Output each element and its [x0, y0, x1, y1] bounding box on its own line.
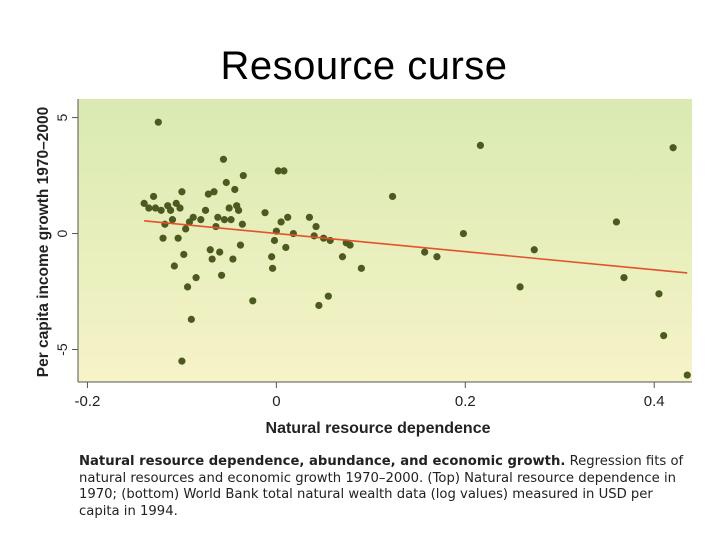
data-point	[192, 274, 200, 282]
data-point	[660, 332, 668, 340]
data-point	[346, 241, 354, 249]
data-point	[189, 213, 197, 221]
axes: -0.2 0 0.2 0.4 5 0 -5	[54, 99, 692, 410]
caption-bold: Natural resource dependence, abundance, …	[79, 454, 566, 469]
x-axis-label: Natural resource dependence	[266, 420, 491, 437]
data-point	[145, 204, 153, 212]
data-point	[238, 220, 246, 228]
y-axis-label: Per capita income growth 1970–2000	[35, 107, 52, 378]
data-point	[324, 292, 332, 300]
data-point	[338, 253, 347, 261]
data-point	[239, 171, 247, 180]
data-point	[180, 250, 188, 259]
y-tick-label: 0	[54, 229, 70, 237]
data-point	[530, 246, 538, 254]
data-point	[204, 190, 212, 198]
data-point	[310, 232, 318, 240]
data-point	[236, 241, 245, 249]
data-point	[620, 274, 628, 282]
x-tick-label: 0	[272, 393, 280, 410]
data-point	[212, 222, 220, 231]
data-point	[187, 315, 195, 323]
regression-line-group	[144, 219, 688, 274]
data-point	[206, 246, 214, 254]
data-point	[216, 248, 224, 256]
data-point	[219, 155, 228, 163]
data-point	[268, 264, 277, 272]
data-point	[170, 262, 178, 270]
data-point	[249, 297, 257, 305]
caption-text: Regression fits of natural resources and…	[79, 454, 684, 519]
x-tick-label: -0.2	[75, 393, 101, 410]
data-point	[459, 229, 468, 238]
x-tick-label: 0.2	[455, 393, 476, 410]
data-point	[149, 192, 158, 201]
data-point	[655, 290, 663, 298]
plot-area	[78, 99, 692, 382]
data-point	[178, 188, 186, 196]
data-point	[476, 141, 485, 149]
data-point	[433, 253, 441, 261]
data-point	[178, 357, 186, 365]
data-point	[176, 204, 184, 212]
data-point	[683, 371, 691, 379]
data-point	[274, 167, 282, 175]
data-point	[388, 192, 397, 201]
data-point	[282, 243, 290, 252]
data-point	[225, 204, 233, 212]
data-point	[305, 213, 314, 221]
data-point	[159, 234, 167, 242]
data-point	[214, 213, 222, 221]
data-point	[612, 218, 621, 226]
data-point	[220, 216, 229, 224]
data-point	[157, 206, 165, 214]
data-point	[270, 236, 279, 245]
data-point	[151, 204, 160, 212]
data-point	[168, 216, 177, 224]
data-point	[182, 225, 190, 233]
data-point	[154, 118, 162, 126]
data-point	[284, 213, 292, 221]
figure-caption: Natural resource dependence, abundance, …	[79, 454, 691, 520]
data-point	[217, 271, 226, 279]
data-point	[357, 264, 365, 272]
data-point	[261, 209, 269, 217]
data-point	[174, 234, 182, 242]
data-point	[229, 255, 237, 263]
data-point	[197, 216, 205, 224]
data-point	[140, 199, 148, 207]
data-point	[280, 167, 288, 175]
data-point	[516, 283, 524, 291]
data-point	[231, 185, 239, 194]
data-point	[166, 206, 175, 214]
y-tick-label: -5	[54, 343, 70, 356]
data-point	[315, 301, 323, 310]
data-point	[268, 253, 276, 261]
data-point	[227, 216, 235, 224]
data-point	[669, 144, 677, 152]
data-point	[312, 222, 320, 231]
slide-title: Resource curse	[220, 44, 508, 88]
data-point	[234, 206, 243, 214]
data-point	[421, 248, 429, 256]
data-point	[222, 178, 230, 187]
data-point	[210, 188, 218, 196]
data-point	[183, 283, 192, 291]
x-tick-label: 0.4	[644, 393, 665, 410]
data-point	[277, 218, 285, 226]
data-point	[201, 206, 210, 214]
y-tick-label: 5	[54, 113, 70, 121]
regression-line	[144, 219, 688, 274]
data-point	[208, 255, 216, 263]
